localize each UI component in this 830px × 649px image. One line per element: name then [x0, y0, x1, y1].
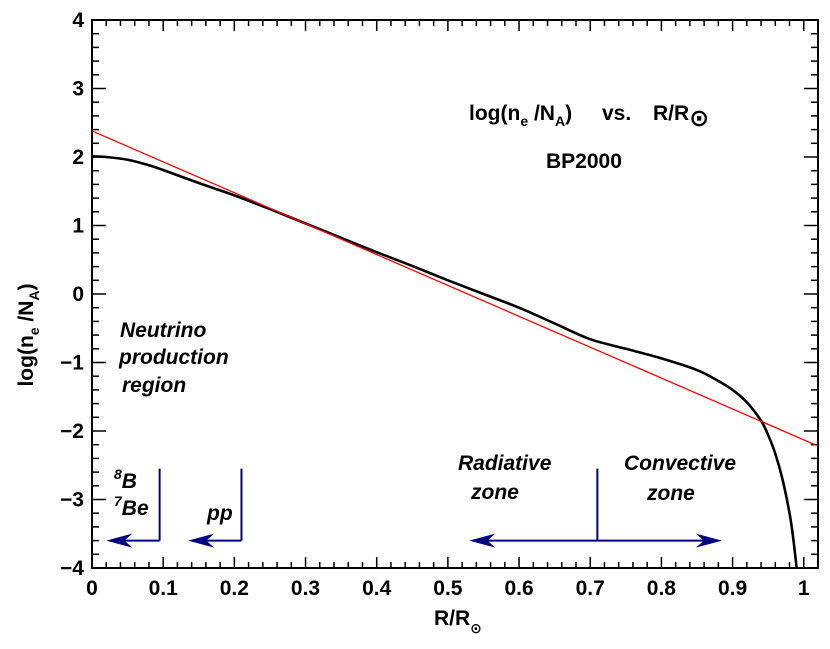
x-tick-label: 0: [86, 577, 98, 600]
title-r-sun: ⊙: [689, 105, 709, 132]
neutrino-line-1: Neutrino: [120, 319, 207, 342]
fit-line: [92, 130, 818, 447]
x-tick-label: 0.3: [291, 577, 320, 600]
title-r: R/R⊙: [653, 102, 709, 132]
plot-frame: [91, 19, 819, 569]
y-tick-label: −2: [60, 420, 84, 443]
title-tail: ): [565, 102, 572, 125]
y-tick-label: 3: [72, 78, 84, 101]
x-tick-label: 0.6: [504, 577, 533, 600]
neutrino-line-2: production: [118, 346, 229, 369]
y-tick-label: −3: [60, 489, 84, 512]
b8-arrow-head: [106, 533, 133, 548]
series-layer: [92, 130, 818, 568]
b8-text: B: [122, 470, 137, 493]
title-vs: vs.: [602, 102, 631, 125]
pp-arrow-head: [188, 533, 215, 548]
y-tick-label: −1: [60, 352, 84, 375]
y-tick-label: 1: [72, 215, 84, 238]
be7-sup: 7: [114, 493, 123, 509]
x-tick-label: 0.7: [576, 577, 605, 600]
marker-layer: [106, 468, 722, 548]
ticks-group: [91, 19, 818, 569]
density-curve: [92, 155, 798, 568]
x-axis-label-sun: ⊙: [470, 620, 482, 636]
convective-line-1: Convective: [624, 452, 736, 475]
x-axis-label: R/R⊙: [434, 607, 482, 636]
x-tick-label: 0.1: [149, 577, 179, 600]
y-tick-label: 2: [72, 146, 84, 169]
y-tick-label: 4: [72, 9, 84, 32]
y-label-mid: /N: [15, 301, 38, 328]
model-annotation: BP2000: [546, 150, 622, 173]
radiative-line-1: Radiative: [458, 452, 552, 475]
be7-label: 7Be: [114, 493, 149, 520]
convective-arrow-head: [695, 533, 722, 548]
x-tick-label: 0.9: [718, 577, 747, 600]
pp-label: pp: [206, 502, 233, 525]
radiative-line-2: zone: [470, 481, 519, 504]
be7-text: Be: [122, 497, 149, 520]
x-tick-label: 1: [798, 577, 810, 600]
x-tick-label: 0.5: [433, 577, 463, 600]
x-tick-label: 0.8: [647, 577, 677, 600]
y-label-tail: ): [15, 283, 38, 290]
y-tick-labels: −4 −3 −2 −1 0 1 2 3 4: [60, 9, 84, 580]
title-r-main: R/R: [653, 102, 689, 125]
y-tick-label: −4: [60, 557, 84, 580]
title-lead: log(n: [469, 102, 520, 125]
x-tick-label: 0.4: [362, 577, 392, 600]
title-mid: /N: [528, 102, 555, 125]
title-sub1: e: [520, 113, 528, 129]
neutrino-line-3: region: [122, 374, 186, 397]
b8-sup: 8: [114, 466, 122, 482]
y-axis-label: log(ne /NA): [15, 283, 42, 386]
y-label-lead: log(n: [15, 335, 38, 386]
y-label-sub2: A: [26, 290, 42, 300]
convective-line-2: zone: [646, 482, 695, 505]
x-tick-label: 0.2: [220, 577, 249, 600]
y-label-sub1: e: [26, 327, 42, 335]
main-annotation: log(ne /NA): [469, 102, 572, 129]
radiative-arrow-head: [469, 533, 496, 548]
x-axis-label-main: R/R: [434, 607, 470, 630]
x-tick-labels: 0 0.1 0.2 0.3 0.4 0.5 0.6 0.7 0.8 0.9 1: [86, 577, 810, 600]
title-sub2: A: [555, 113, 565, 129]
b8-label: 8B: [114, 466, 137, 493]
y-tick-label: 0: [72, 283, 84, 306]
